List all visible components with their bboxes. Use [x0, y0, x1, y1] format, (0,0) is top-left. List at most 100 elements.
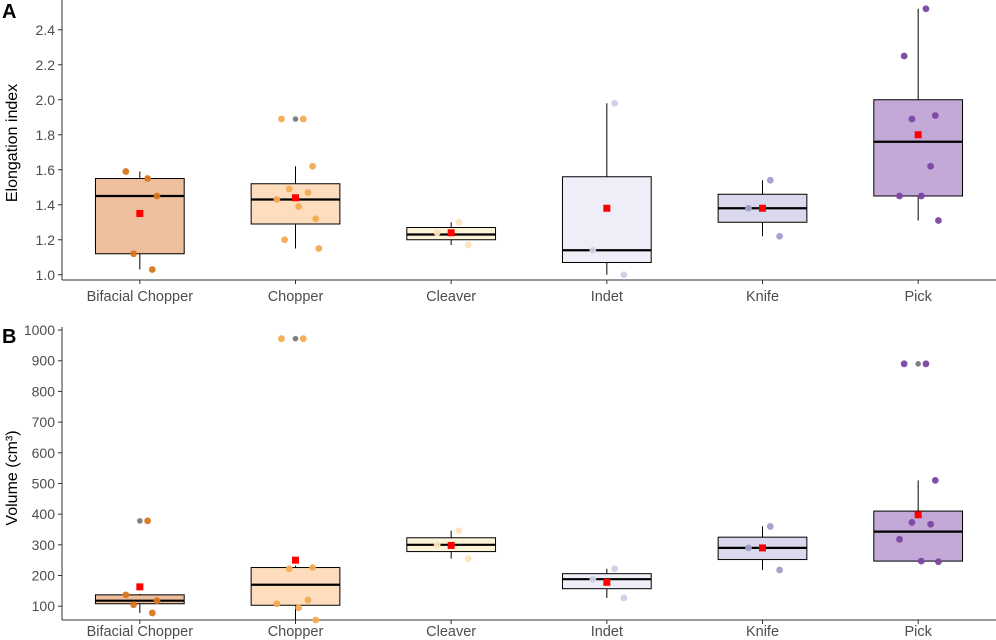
panel-a-x-tick-label-cleaver: Cleaver — [426, 289, 476, 305]
panel-b-point-bifacial-chopper — [148, 609, 156, 617]
panel-b-y-tick-label: 900 — [32, 353, 56, 369]
panel-a-y-tick-label: 1.4 — [36, 197, 56, 213]
panel-a-x-tick-label-bifacial-chopper: Bifacial Chopper — [87, 289, 194, 305]
panel-b-x-tick-label-indet: Indet — [591, 624, 623, 640]
panel-a-y-tick-label: 2.4 — [36, 22, 56, 38]
panel-b-x-tick-label-cleaver: Cleaver — [426, 624, 476, 640]
panel-b-y-tick-label: 500 — [32, 475, 56, 491]
panel-a-point-indet — [611, 99, 619, 107]
panel-a-point-chopper — [278, 115, 285, 123]
panel-a-y-tick-label: 2.2 — [36, 57, 56, 73]
panel-a-point-chopper — [299, 115, 307, 123]
panel-b-y-tick-label: 300 — [32, 537, 56, 553]
panel-a-mean-knife — [759, 204, 766, 212]
panel-a-y-axis-title: Elongation index — [4, 84, 21, 202]
panel-b-point-pick — [896, 535, 903, 543]
panel-b-outlier-bifacial-chopper — [137, 518, 143, 524]
panel-b-point-chopper — [304, 596, 312, 604]
panel-a-point-pick — [935, 217, 942, 224]
panel-a-point-indet — [589, 246, 597, 254]
panel-b-point-knife — [776, 566, 784, 574]
panel-a-point-pick — [900, 52, 908, 60]
panel-b-point-chopper — [285, 565, 293, 573]
panel-b-point-pick — [917, 557, 925, 565]
panel-b-point-cleaver — [433, 541, 441, 549]
panel-b-point-chopper — [299, 335, 307, 343]
panel-b-box-bifacial-chopper — [94, 594, 185, 605]
panel-a-y-tick-label: 1.8 — [36, 127, 56, 143]
panel-b-outlier-chopper — [292, 335, 299, 342]
panel-b-y-tick-label: 700 — [32, 414, 56, 430]
panel-b-point-bifacial-chopper — [144, 517, 152, 525]
panel-b-point-bifacial-chopper — [153, 597, 161, 605]
panel-b-point-pick — [900, 360, 908, 368]
panel-b-point-chopper — [273, 600, 281, 608]
panel-b-point-knife — [745, 544, 752, 552]
panel-a-point-pick — [927, 162, 935, 170]
panel-b-outlier-pick — [915, 361, 921, 367]
panel-a-point-chopper — [273, 196, 281, 203]
panel-b-point-pick — [935, 558, 942, 566]
panel-a-point-bifacial-chopper — [122, 168, 130, 175]
panel-a-point-pick — [931, 112, 939, 119]
panel-b-point-pick — [927, 520, 935, 528]
panel-b-point-indet — [611, 565, 619, 573]
panel-a-point-cleaver — [455, 218, 463, 226]
panel-b-y-tick-label: 1000 — [24, 322, 55, 338]
panel-b-y-tick-label: 100 — [32, 598, 56, 614]
panel-a-mean-chopper — [292, 194, 299, 202]
panel-a-point-knife — [745, 204, 752, 212]
panel-a-label: A — [2, 1, 16, 23]
panel-b-y-axis-title: Volume (cm³) — [4, 430, 21, 525]
panel-b-point-pick — [922, 360, 930, 368]
panel-b-label: B — [2, 326, 16, 348]
panel-b-mean-bifacial-chopper — [136, 583, 144, 591]
panel-b-x-tick-label-bifacial-chopper: Bifacial Chopper — [87, 624, 194, 640]
panel-a-point-knife — [766, 176, 774, 184]
panel-a-point-indet — [620, 271, 628, 279]
panel-a-mean-indet — [603, 204, 611, 212]
panel-a-mean-pick — [914, 131, 922, 139]
panel-a-y-tick-label: 1.2 — [36, 232, 56, 248]
panel-a-mean-bifacial-chopper — [136, 210, 144, 217]
panel-b-point-bifacial-chopper — [122, 591, 130, 599]
panel-a-point-chopper — [315, 245, 323, 252]
panel-b-volume: B Volume (cm³) 100 200 300 400 500 600 700 800 9… — [2, 322, 996, 640]
panel-b-x-tick-label-knife: Knife — [746, 624, 779, 640]
panel-b-mean-pick — [914, 511, 922, 519]
panel-a-point-cleaver — [433, 229, 441, 237]
panel-b-mean-knife — [759, 544, 766, 552]
panel-b-point-bifacial-chopper — [130, 601, 138, 609]
panel-b-point-knife — [766, 523, 774, 530]
panel-a-x-tick-label-indet: Indet — [591, 289, 623, 305]
panel-a-outlier-chopper — [292, 116, 299, 122]
panel-b-box-chopper — [250, 567, 341, 606]
panel-a-box-indet — [561, 176, 652, 263]
panel-b-point-chopper — [309, 564, 317, 571]
panel-b-point-chopper — [295, 604, 303, 612]
panel-b-point-chopper — [312, 616, 320, 624]
panel-a-point-chopper — [312, 215, 320, 223]
panel-b-box-pick — [873, 510, 964, 562]
panel-a-point-pick — [896, 192, 903, 200]
panel-a-point-cleaver — [464, 241, 472, 249]
panel-a-point-knife — [776, 232, 784, 240]
panel-b-mean-chopper — [292, 556, 299, 564]
panel-a-x-tick-label-knife: Knife — [746, 289, 779, 305]
panel-a-y-tick-label: 2.0 — [36, 92, 56, 108]
panel-a-elongation: A Elongation index 1.0 1.2 1.4 1.6 1.8 2.0 2.2… — [2, 0, 996, 305]
panel-a-mean-cleaver — [447, 229, 455, 237]
panel-a-y-tick-label: 1.6 — [36, 162, 56, 178]
panel-b-mean-indet — [603, 578, 611, 586]
panel-b-y-tick-label: 800 — [32, 383, 56, 399]
panel-a-point-bifacial-chopper — [130, 250, 138, 258]
panel-a-point-chopper — [295, 203, 303, 210]
panel-a-box-pick — [873, 99, 964, 197]
panel-a-point-pick — [922, 5, 930, 13]
panel-a-point-bifacial-chopper — [148, 266, 156, 273]
panel-a-box-chopper — [250, 183, 341, 225]
panel-a-point-bifacial-chopper — [144, 175, 152, 182]
panel-a-point-chopper — [309, 162, 317, 170]
panel-a-point-chopper — [285, 185, 293, 193]
